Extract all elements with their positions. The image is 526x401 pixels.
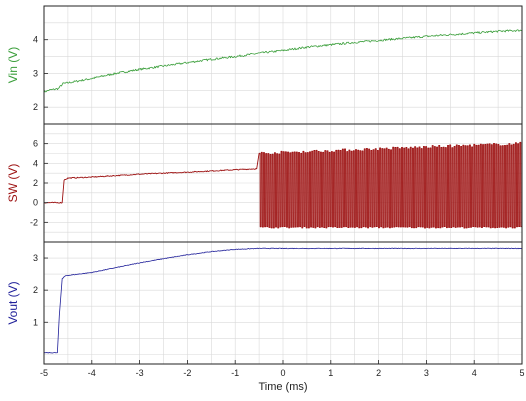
y-axis-title: SW (V) [6, 164, 20, 203]
x-tick-label: 0 [280, 368, 285, 378]
x-tick-label: -1 [231, 368, 239, 378]
panel-1: 2 3 4 Vin (V) [6, 5, 523, 125]
y-tick-label: 3 [33, 253, 38, 263]
y-tick-label: -2 [30, 217, 38, 227]
panel-3: 1 2 3 Vout (V) -5 -4 -3 -2 -1 0 1 2 3 4 5 Time (ms) [6, 241, 525, 393]
x-tick-label: 1 [328, 368, 333, 378]
x-tick-label: -4 [88, 368, 96, 378]
y-tick-label: 4 [33, 35, 38, 45]
y-tick-label: 2 [33, 102, 38, 112]
y-tick-label: 6 [33, 139, 38, 149]
x-tick-label: 2 [376, 368, 381, 378]
series-line-2-1 [43, 141, 522, 229]
x-tick-label: -2 [183, 368, 191, 378]
y-tick-label: 4 [33, 158, 38, 168]
x-axis-title: Time (ms) [258, 381, 307, 393]
series-line-1-1 [43, 29, 523, 94]
y-axis-title: Vout (V) [6, 281, 20, 324]
series-line-3-1 [43, 247, 523, 354]
y-tick-label: 2 [33, 285, 38, 295]
y-tick-label: 2 [33, 178, 38, 188]
x-tick-label: -3 [136, 368, 144, 378]
x-tick-label: -5 [40, 368, 48, 378]
y-tick-label: 0 [33, 198, 38, 208]
panel-2: -2 0 2 4 6 SW (V) [6, 123, 523, 243]
y-axis-title: Vin (V) [6, 47, 20, 83]
x-tick-label: 3 [424, 368, 429, 378]
x-tick-label: 4 [472, 368, 477, 378]
y-tick-label: 3 [33, 68, 38, 78]
x-tick-label: 5 [519, 368, 524, 378]
y-tick-label: 1 [33, 317, 38, 327]
